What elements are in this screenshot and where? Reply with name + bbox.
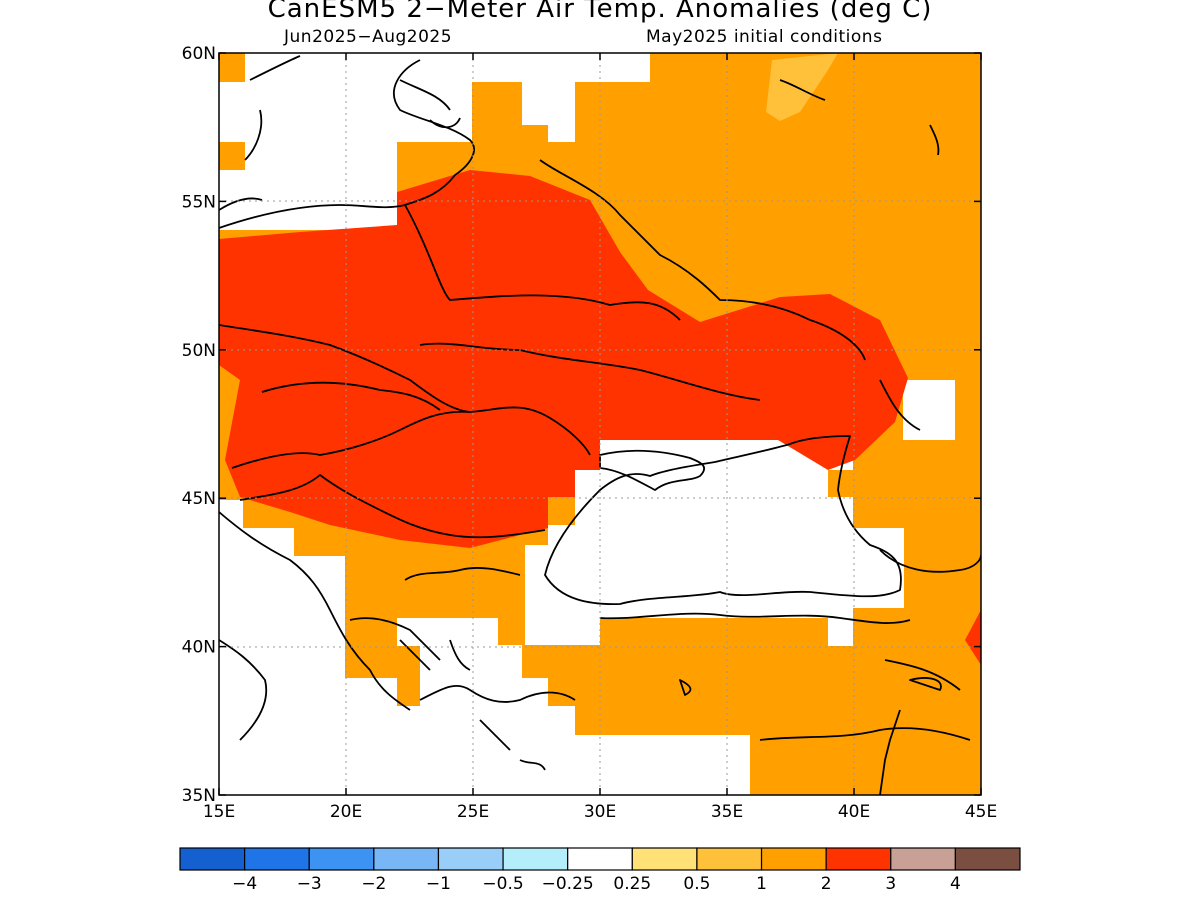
colorbar-label: 0.5 bbox=[683, 874, 710, 894]
lat-tick-label: 50N bbox=[182, 341, 216, 361]
lon-tick-label: 40E bbox=[838, 802, 870, 822]
lon-tick-label: 15E bbox=[203, 802, 235, 822]
colorbar-swatch bbox=[502, 847, 569, 871]
neutral-areas bbox=[219, 53, 955, 795]
colorbar-label: 3 bbox=[885, 874, 896, 894]
colorbar-label: −4 bbox=[232, 874, 257, 894]
lat-tick-label: 35N bbox=[182, 786, 216, 806]
lat-tick-label: 55N bbox=[182, 192, 216, 212]
colorbar-label: −0.5 bbox=[482, 874, 523, 894]
colorbar-swatch bbox=[825, 847, 892, 871]
colorbar-swatch bbox=[373, 847, 440, 871]
colorbar-label: −2 bbox=[361, 874, 386, 894]
lon-tick-label: 30E bbox=[584, 802, 616, 822]
colorbar-swatch bbox=[631, 847, 698, 871]
longitude-axis: 15E 20E 25E 30E 35E 40E 45E bbox=[203, 53, 997, 822]
lat-tick-label: 60N bbox=[182, 44, 216, 64]
colorbar-label: 1 bbox=[756, 874, 767, 894]
colorbar-label: 2 bbox=[821, 874, 832, 894]
colorbar-swatch bbox=[760, 847, 827, 871]
colorbar-label: −0.25 bbox=[542, 874, 594, 894]
colorbar-swatch bbox=[567, 847, 633, 871]
map-title: CanESM5 2−Meter Air Temp. Anomalies (deg… bbox=[267, 0, 933, 24]
lon-tick-label: 35E bbox=[711, 802, 743, 822]
initial-conditions: May2025 initial conditions bbox=[646, 27, 883, 47]
colorbar: −4 −3 −2 −1 −0.5 −0.25 0.25 0.5 1 2 3 4 bbox=[179, 847, 1021, 894]
colorbar-label: −1 bbox=[426, 874, 451, 894]
lat-tick-label: 40N bbox=[182, 638, 216, 658]
colorbar-swatch bbox=[890, 847, 956, 871]
coastlines-and-borders bbox=[219, 55, 981, 795]
colorbar-label: 4 bbox=[950, 874, 961, 894]
anomaly-region-0.5-to-1 bbox=[766, 53, 838, 121]
lon-tick-label: 25E bbox=[457, 802, 489, 822]
colorbar-swatch bbox=[179, 847, 246, 871]
colorbar-label: 0.25 bbox=[613, 874, 651, 894]
anomaly-region-2-to-3-east bbox=[965, 610, 981, 665]
lat-tick-label: 45N bbox=[182, 489, 216, 509]
colorbar-swatch bbox=[437, 847, 504, 871]
gridlines bbox=[219, 53, 981, 795]
latitude-axis: 60N 55N 50N 45N 40N 35N bbox=[182, 44, 981, 806]
colorbar-swatch bbox=[954, 847, 1021, 871]
colorbar-swatch bbox=[308, 847, 375, 871]
lon-tick-label: 20E bbox=[330, 802, 362, 822]
colorbar-label: −3 bbox=[297, 874, 322, 894]
forecast-period: Jun2025−Aug2025 bbox=[284, 27, 453, 47]
colorbar-swatch bbox=[244, 847, 310, 871]
lon-tick-label: 45E bbox=[965, 802, 997, 822]
colorbar-swatch bbox=[696, 847, 763, 871]
